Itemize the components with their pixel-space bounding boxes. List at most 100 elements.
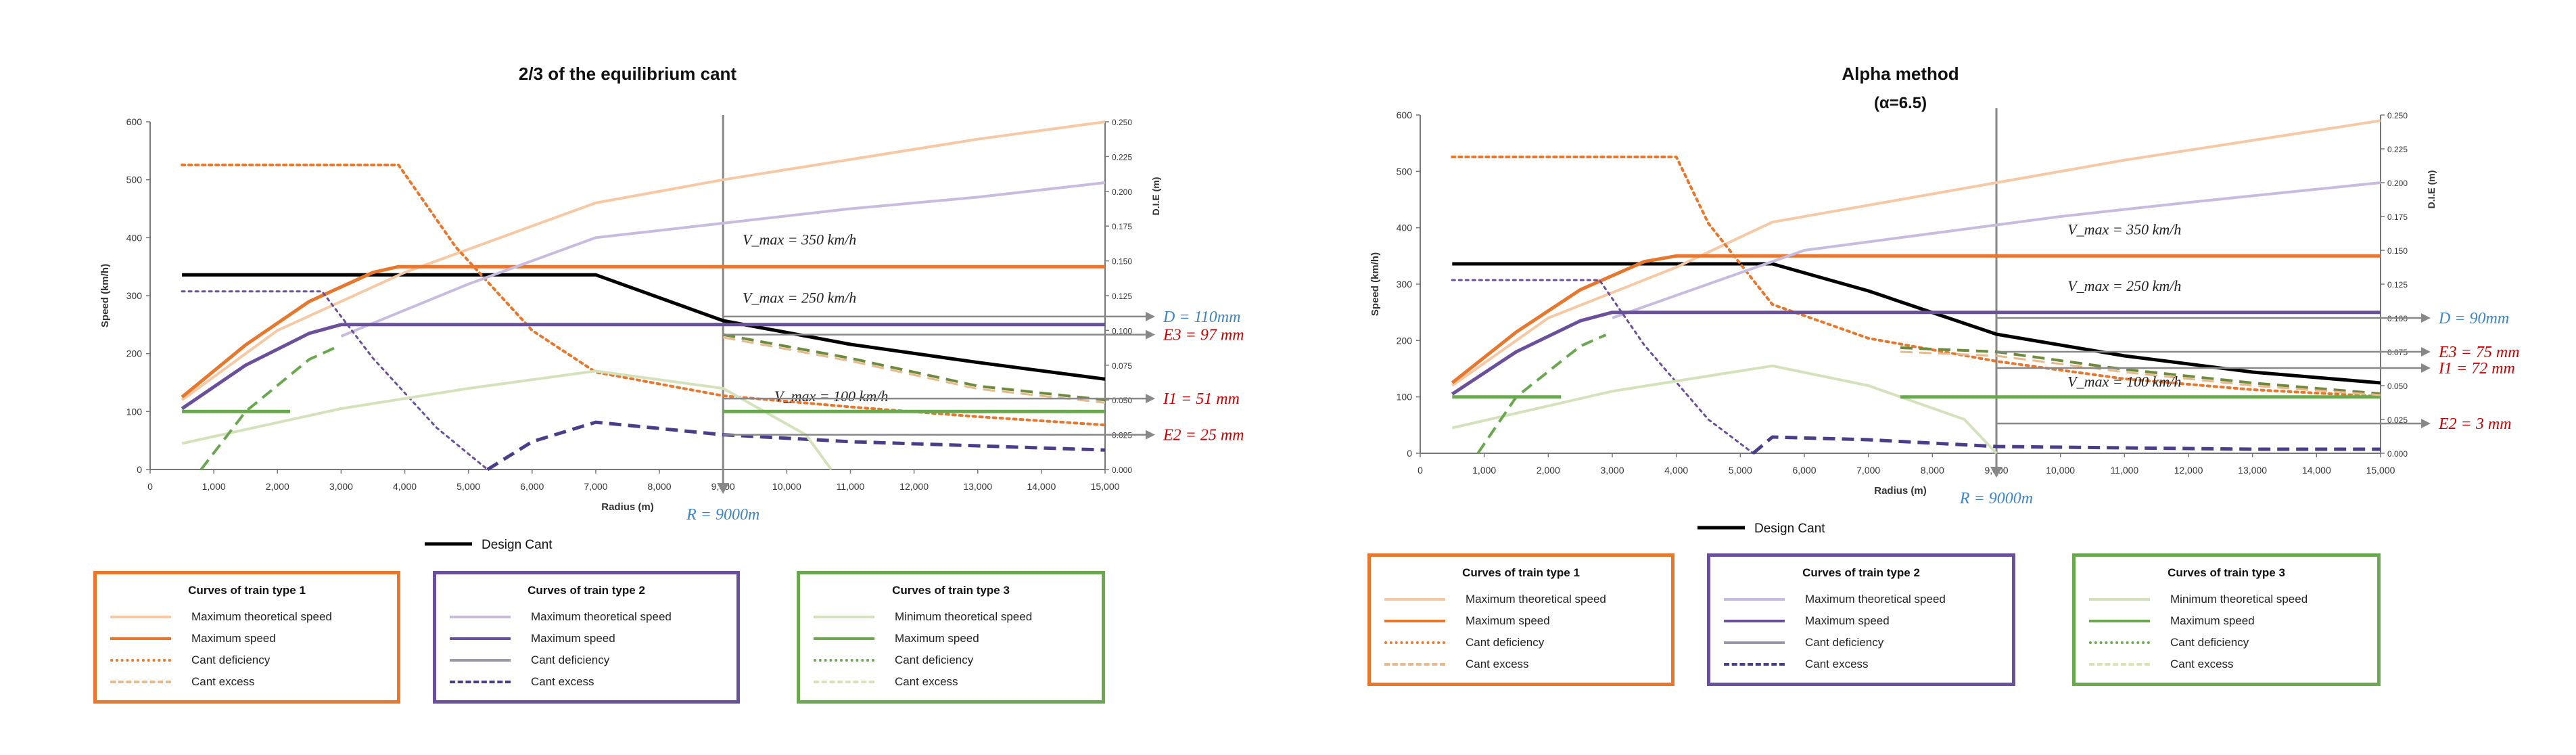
x-tick-label: 7,000 bbox=[1856, 465, 1880, 476]
series-line-type-2-maximum-theoretical-speed bbox=[1612, 181, 2381, 319]
legend-label: Cant excess bbox=[1805, 658, 1869, 670]
annotation-arrow-head bbox=[1146, 329, 1155, 340]
legend-label: Maximum speed bbox=[1805, 614, 1890, 627]
legend-swatch bbox=[2089, 620, 2150, 622]
legend-label: Cant excess bbox=[191, 675, 255, 688]
legend-label: Cant deficiency bbox=[895, 654, 974, 666]
legend-label: Maximum theoretical speed bbox=[191, 610, 332, 623]
y2-axis-label: D.I.E (m) bbox=[2426, 170, 2437, 209]
y2-tick-label: 0.125 bbox=[1112, 292, 1132, 301]
legend-swatch bbox=[1724, 598, 1785, 601]
x-tick-label: 10,000 bbox=[2046, 465, 2075, 476]
series-line-design-cant bbox=[182, 273, 1106, 381]
legend-item: Cant deficiency bbox=[814, 650, 973, 670]
legend-item: Cant excess bbox=[814, 672, 958, 692]
legend-item: Maximum theoretical speed bbox=[450, 607, 672, 627]
legend-label: Minimum theoretical speed bbox=[2170, 593, 2308, 605]
y2-tick-label: 0.050 bbox=[1112, 396, 1132, 405]
legend-item: Maximum speed bbox=[814, 628, 979, 649]
x-tick-label: 8,000 bbox=[1921, 465, 1944, 476]
legend-label: Cant excess bbox=[2170, 658, 2234, 670]
legend-item: Cant deficiency bbox=[1724, 633, 1883, 653]
legend-swatch bbox=[110, 637, 171, 640]
y2-tick-label: 0.250 bbox=[2387, 111, 2408, 120]
legend-swatch bbox=[1724, 663, 1785, 666]
legend-box-train-type-2: Curves of train type 2 Maximum theoretica… bbox=[1707, 553, 2015, 686]
series-line-type-3-cant-excess bbox=[1900, 346, 2381, 395]
annotation-label: D = 90mm bbox=[2438, 310, 2509, 327]
y2-tick-label: 0.075 bbox=[1112, 361, 1132, 371]
legend-title: Curves of train type 3 bbox=[2168, 566, 2285, 579]
y-tick-label: 600 bbox=[1397, 110, 1413, 120]
x-tick-label: 15,000 bbox=[1091, 481, 1120, 492]
annotation-label: D = 110mm bbox=[1163, 308, 1240, 326]
chart-1: 2/3 of the equilibrium cant 0 1,000 2,000 3,… bbox=[99, 64, 1244, 552]
legend-title: Curves of train type 1 bbox=[1462, 566, 1580, 579]
y2-tick-label: 0.175 bbox=[1112, 222, 1132, 231]
legend-swatch bbox=[110, 681, 171, 683]
x-tick-label: 12,000 bbox=[899, 481, 929, 492]
radius-marker-arrow bbox=[717, 483, 730, 494]
legend-swatch bbox=[2089, 598, 2150, 601]
annotation-arrow-head bbox=[1146, 394, 1155, 404]
series-line-type-2-cant-deficiency bbox=[181, 290, 489, 471]
legend-item: Cant excess bbox=[1724, 654, 1869, 674]
x-tick-label: 6,000 bbox=[520, 481, 544, 492]
legend-swatch bbox=[2089, 641, 2150, 644]
radius-marker-arrow bbox=[1990, 467, 2003, 478]
series-line-type-1-cant-excess bbox=[1900, 350, 2381, 396]
x-tick-label: 11,000 bbox=[837, 481, 865, 492]
legend-label: Maximum speed bbox=[531, 632, 615, 645]
legend-box-train-type-2: Curves of train type 2 Maximum theoretica… bbox=[433, 571, 740, 704]
legend-label: Maximum speed bbox=[1466, 614, 1550, 627]
x-tick-label: 12,000 bbox=[2174, 465, 2203, 476]
annotation-label: E2 = 25 mm bbox=[1163, 427, 1244, 444]
legend-title: Curves of train type 1 bbox=[188, 584, 306, 597]
legend-swatch bbox=[814, 616, 874, 618]
x-tick-label: 2,000 bbox=[1537, 465, 1560, 476]
x-axis-label: Radius (m) bbox=[1874, 485, 1927, 497]
x-tick-label: 8,000 bbox=[648, 481, 672, 492]
legend-label: Maximum speed bbox=[895, 632, 979, 645]
y2-axis-label: D.I.E (m) bbox=[1150, 177, 1161, 216]
y2-tick-label: 0.000 bbox=[1112, 465, 1132, 475]
chart-title: Alpha method bbox=[1842, 64, 1959, 84]
y2-tick-label: 0.150 bbox=[2387, 246, 2408, 256]
y-tick-label: 0 bbox=[137, 464, 142, 475]
legend-item: Cant excess bbox=[1384, 654, 1529, 674]
x-tick-label: 13,000 bbox=[2238, 465, 2267, 476]
annotation-label: R = 9000m bbox=[1959, 490, 2033, 507]
legend-label: Maximum speed bbox=[2170, 614, 2255, 627]
legend-swatch bbox=[1384, 598, 1445, 601]
y-axis-label: Speed (km/h) bbox=[99, 264, 111, 327]
legend-item: Maximum theoretical speed bbox=[110, 607, 332, 627]
annotation-label: V_max = 250 km/h bbox=[743, 289, 856, 306]
x-tick-label: 15,000 bbox=[2366, 465, 2395, 476]
x-tick-label: 14,000 bbox=[2302, 465, 2331, 476]
y2-tick-label: 0.125 bbox=[2387, 280, 2408, 290]
y-tick-label: 100 bbox=[126, 406, 143, 417]
annotation-arrow-head bbox=[2421, 347, 2431, 357]
annotation-label: V_max = 100 km/h bbox=[774, 388, 888, 405]
series-line-type-3-minimum-theoretical-speed bbox=[1451, 364, 1998, 455]
y2-tick-label: 0.150 bbox=[1112, 257, 1132, 267]
annotation-arrow-head bbox=[2421, 419, 2431, 428]
legend-label: Maximum theoretical speed bbox=[531, 610, 672, 623]
y2-tick-label: 0.200 bbox=[1112, 187, 1132, 197]
series-line-type-1-maximum-speed bbox=[1451, 254, 2381, 384]
legend-label: Cant deficiency bbox=[1805, 636, 1884, 649]
legend-label: Cant deficiency bbox=[191, 654, 271, 666]
x-tick-label: 4,000 bbox=[1664, 465, 1688, 476]
legend-swatch bbox=[2089, 663, 2150, 666]
legend-swatch bbox=[814, 637, 874, 640]
annotation-arrow-head bbox=[2421, 313, 2431, 323]
legend-swatch bbox=[814, 659, 874, 662]
y-tick-label: 200 bbox=[1397, 335, 1413, 346]
design-cant-legend-label: Design Cant bbox=[1754, 522, 1825, 536]
legend-swatch bbox=[1724, 641, 1785, 644]
legend-label: Cant excess bbox=[531, 675, 594, 688]
annotation-label: I1 = 51 mm bbox=[1163, 390, 1240, 408]
legend-swatch bbox=[814, 681, 874, 683]
annotation-arrow-head bbox=[1146, 311, 1155, 321]
legend-box-train-type-1: Curves of train type 1 Maximum theoretica… bbox=[1367, 553, 1675, 686]
